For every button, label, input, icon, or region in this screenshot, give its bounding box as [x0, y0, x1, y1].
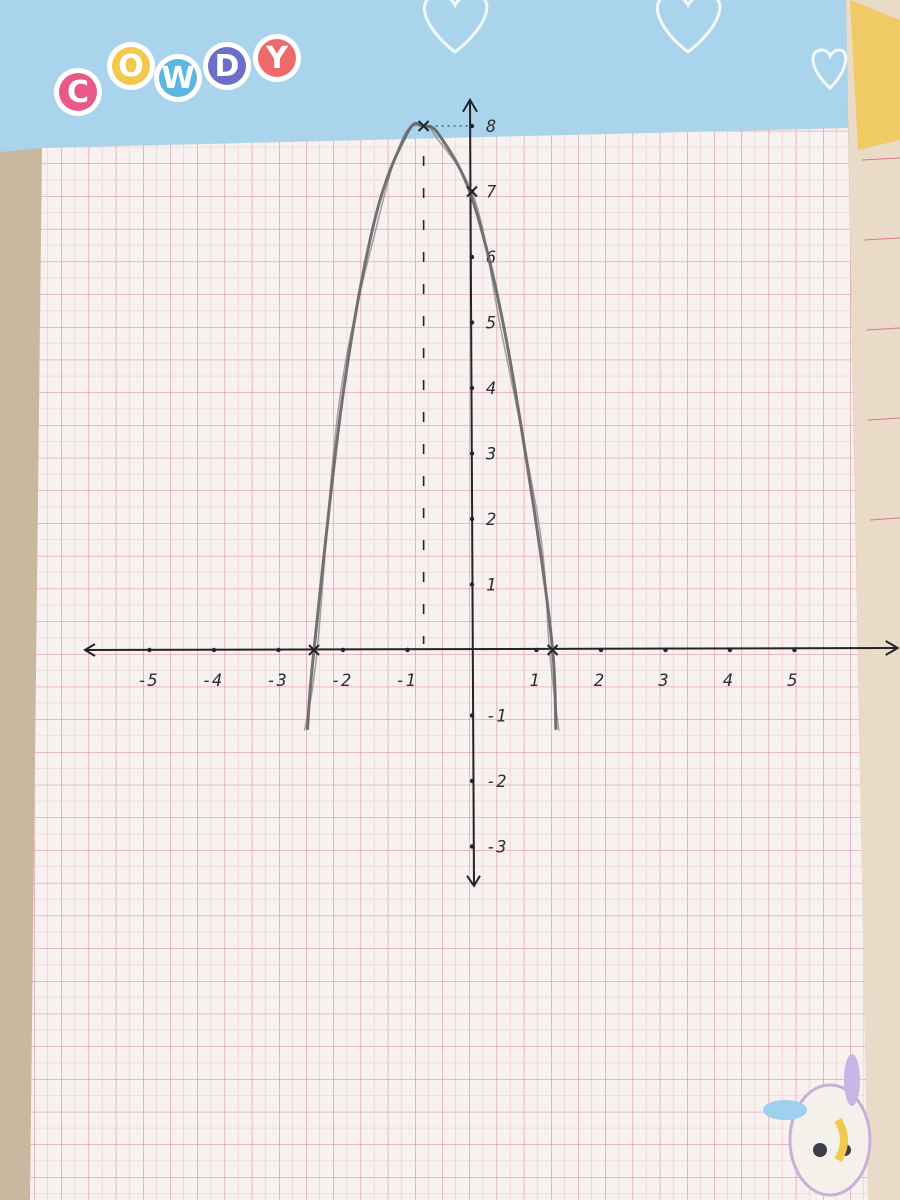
x-tick-label: -4	[202, 671, 222, 691]
next-page-grid	[861, 157, 900, 521]
x-tick-label: -3	[266, 671, 286, 691]
y-tick	[469, 451, 475, 456]
y-tick	[469, 320, 475, 325]
y-tick	[469, 254, 475, 260]
x-tick-label: 3	[657, 671, 668, 691]
x-tick	[727, 647, 733, 653]
root-point	[308, 644, 320, 656]
y-axis-arrow-up-icon	[462, 97, 478, 113]
brand-bubble-fill	[112, 47, 150, 85]
parabola-curve-sketch	[303, 124, 560, 731]
y-tick-label: 2	[486, 510, 496, 530]
y-tick	[469, 516, 475, 522]
header-heart-icons	[422, 0, 848, 91]
x-axis-arrow-left-icon	[83, 643, 96, 657]
function-graph: -5 -4 -3 -2 -1 1 2 3 4 5 8 7 6 5 4 3 2 1 -1 -2 -3	[83, 97, 900, 888]
y-tick-label: -2	[486, 772, 506, 792]
y-tick-label: 6	[486, 248, 496, 268]
y-tick	[469, 844, 475, 849]
x-axis	[84, 647, 898, 651]
bunny-sticker-icon	[763, 1054, 872, 1197]
root-point	[546, 644, 559, 656]
y-tick-label: -3	[486, 838, 506, 858]
y-axis-arrow-down-icon	[466, 875, 481, 888]
y-tick-label: 5	[486, 314, 496, 334]
y-tick	[469, 778, 475, 784]
parabola-curve	[306, 121, 558, 731]
x-tick	[405, 647, 410, 653]
y-axis	[469, 99, 475, 886]
brand-letter: C	[67, 75, 89, 110]
x-tick-label: 5	[787, 671, 797, 691]
y-intercept-point	[466, 185, 478, 198]
x-tick	[276, 647, 281, 653]
x-tick	[211, 647, 217, 653]
brand-letter: Y	[265, 41, 289, 76]
vertex-point	[417, 120, 430, 132]
x-tick	[792, 647, 797, 653]
x-tick-label: -5	[137, 671, 157, 691]
x-tick-label: -2	[331, 671, 351, 691]
x-tick	[147, 647, 152, 653]
y-tick-label: -1	[486, 707, 506, 727]
y-tick-label: 3	[485, 445, 496, 465]
next-page-edge	[846, 0, 900, 1200]
next-page-corner	[850, 0, 900, 150]
brand-logo: CO W D Y	[54, 34, 301, 116]
y-tick-label: 4	[486, 379, 496, 399]
x-tick	[340, 647, 346, 653]
y-tick	[469, 713, 475, 718]
y-tick-label: 8	[486, 117, 496, 137]
x-tick-label: 1	[529, 671, 539, 691]
brand-letter: O	[118, 49, 144, 84]
x-tick	[598, 647, 604, 653]
x-tick-label: 2	[594, 671, 604, 691]
brand-letter: W	[161, 61, 194, 96]
brand-bubble-fill	[208, 47, 246, 85]
brand-bubble-fill	[59, 73, 97, 111]
x-axis-arrow-right-icon	[885, 640, 900, 656]
grid-paper	[30, 128, 868, 1200]
x-tick-label: 4	[723, 671, 733, 691]
y-tick-label: 7	[486, 183, 497, 203]
cover-header	[0, 0, 848, 152]
x-tick	[663, 647, 668, 653]
brand-bubble-fill	[258, 39, 296, 77]
x-tick-label: -1	[395, 671, 415, 691]
y-tick	[469, 582, 475, 587]
x-tick	[534, 647, 539, 653]
brand-letter: D	[215, 49, 240, 84]
brand-bubble-fill	[159, 59, 197, 97]
y-tick	[469, 385, 475, 391]
y-tick-label: 1	[486, 576, 496, 596]
